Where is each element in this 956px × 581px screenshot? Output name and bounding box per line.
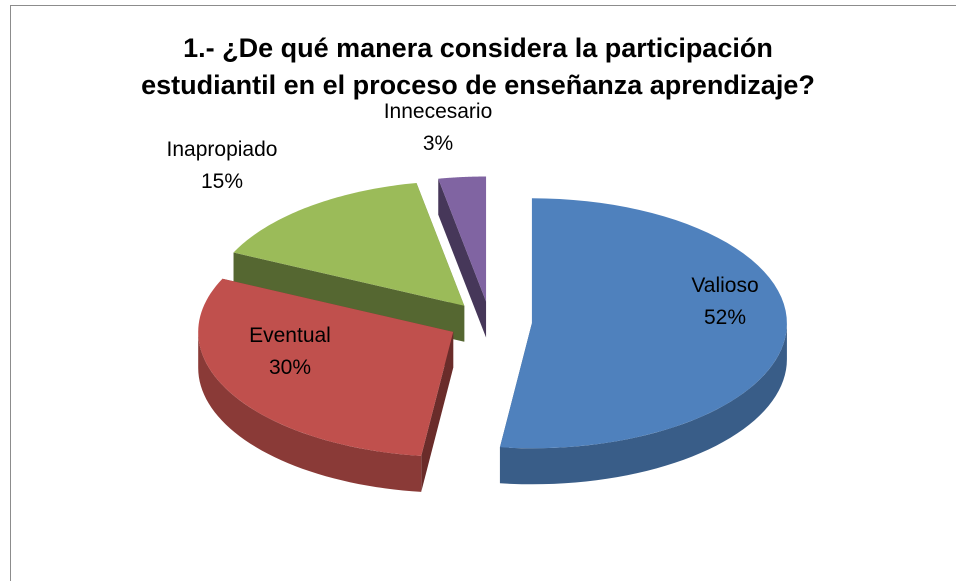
slice-wall	[438, 178, 487, 338]
data-label-value: 3%	[423, 132, 453, 155]
data-label-value: 15%	[201, 170, 243, 193]
slice-side	[499, 323, 787, 485]
slice-side	[198, 331, 422, 492]
data-label-name: Eventual	[249, 324, 331, 347]
data-label-name: Inapropiado	[167, 138, 278, 161]
data-label-name: Valioso	[691, 274, 758, 297]
chart-title: 1.- ¿De qué manera considera la particip…	[141, 33, 815, 100]
slice	[499, 198, 787, 449]
slice-wall	[233, 252, 465, 342]
chart-border	[10, 5, 956, 581]
data-label-value: 52%	[704, 306, 746, 329]
data-label-value: 30%	[269, 356, 311, 379]
data-label-name: Innecesario	[384, 100, 493, 123]
slice	[198, 278, 454, 456]
slice	[233, 182, 465, 306]
slice-wall	[421, 331, 454, 492]
slice	[438, 176, 487, 302]
